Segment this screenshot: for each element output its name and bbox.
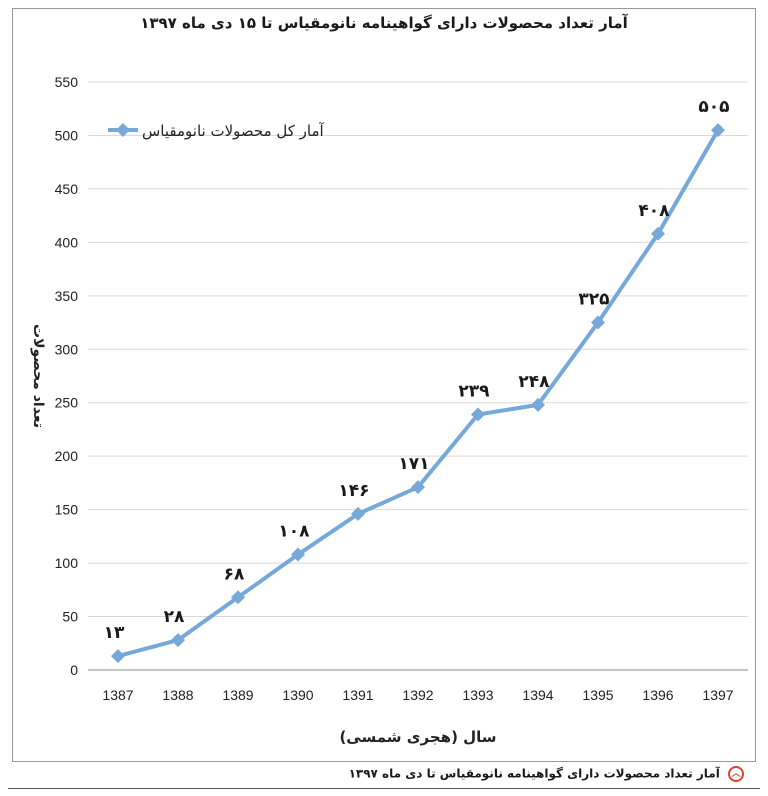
data-label: ۲۸: [164, 607, 185, 627]
data-label: ۲۳۹: [458, 381, 490, 401]
x-tick-label: 1388: [162, 687, 193, 703]
data-point-marker: [351, 506, 365, 521]
series-line: [116, 128, 720, 659]
data-point-marker: [291, 547, 305, 562]
y-tick-label: 50: [62, 609, 78, 625]
data-label: ۱۴۶: [338, 481, 369, 501]
caption-text: آمار تعداد محصولات دارای گواهینامه نانوم…: [348, 766, 720, 781]
data-point-marker: [411, 480, 425, 495]
figure-caption: ︿ آمار تعداد محصولات دارای گواهینامه نان…: [0, 766, 744, 784]
y-tick-label: 400: [55, 234, 79, 250]
data-point-marker: [171, 633, 185, 648]
legend-marker: [116, 123, 130, 137]
y-tick-label: 0: [70, 662, 78, 678]
y-tick-label: 150: [55, 502, 79, 518]
data-point-marker: [531, 397, 545, 412]
x-tick-label: 1393: [462, 687, 493, 703]
x-tick-label: 1396: [642, 687, 673, 703]
data-label: ۳۲۵: [578, 290, 609, 310]
data-label: ۱۳: [104, 623, 125, 643]
y-tick-label: 350: [55, 288, 79, 304]
data-label: ۱۷۱: [398, 454, 429, 474]
data-label: ۴۰۸: [638, 201, 670, 221]
chart-frame: [12, 8, 756, 762]
y-tick-label: 200: [55, 448, 79, 464]
legend-label: آمار کل محصولات نانومقیاس: [142, 122, 325, 140]
y-tick-label: 500: [55, 127, 79, 143]
x-tick-label: 1394: [522, 687, 553, 703]
x-tick-label: 1389: [222, 687, 253, 703]
x-tick-label: 1390: [282, 687, 313, 703]
up-chevron-icon: ︿: [728, 766, 744, 782]
x-tick-label: 1387: [102, 687, 133, 703]
data-label: ۶۸: [224, 564, 245, 584]
caption-divider: [8, 788, 760, 789]
chart-title: آمار تعداد محصولات دارای گواهینامه نانوم…: [140, 14, 628, 32]
x-tick-label: 1397: [702, 687, 733, 703]
y-tick-label: 250: [55, 395, 79, 411]
data-point-marker: [591, 315, 605, 330]
y-tick-label: 100: [55, 555, 79, 571]
y-axis-title: تعداد محصولات: [30, 324, 46, 428]
x-tick-label: 1391: [342, 687, 373, 703]
data-point-marker: [231, 590, 245, 605]
y-tick-label: 450: [55, 181, 79, 197]
data-point-marker: [711, 123, 725, 138]
y-tick-label: 550: [55, 74, 79, 90]
x-tick-label: 1395: [582, 687, 613, 703]
data-point-marker: [651, 226, 665, 241]
data-label: ۲۴۸: [518, 372, 550, 392]
data-label: ۵۰۵: [698, 97, 729, 117]
x-axis-title: سال (هجری شمسی): [339, 728, 496, 746]
y-tick-label: 300: [55, 341, 79, 357]
data-point-marker: [471, 407, 485, 422]
x-tick-label: 1392: [402, 687, 433, 703]
data-point-marker: [111, 649, 125, 664]
data-label: ۱۰۸: [278, 522, 310, 542]
